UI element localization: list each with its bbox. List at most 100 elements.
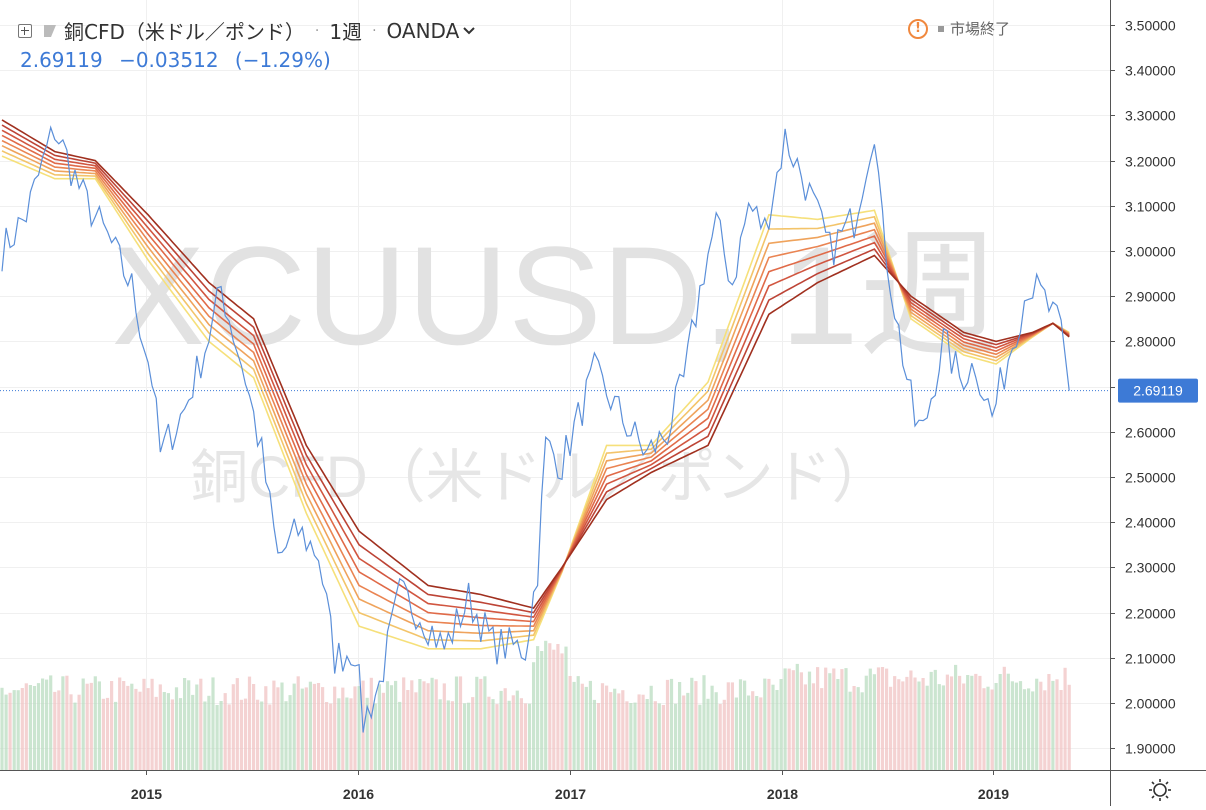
- volume-bar: [998, 674, 1002, 770]
- y-axis: 1.90000 2.00000 2.10000 2.20000 2.30000 2.400…: [1110, 18, 1176, 757]
- volume-bar: [637, 694, 641, 770]
- volume-bar: [16, 690, 20, 770]
- volume-bar: [913, 677, 917, 770]
- flag-icon[interactable]: [42, 23, 58, 39]
- volume-bar: [49, 675, 53, 770]
- volume-bar: [503, 688, 507, 770]
- last-price-label: 2.69119: [1118, 378, 1198, 403]
- volume-bar: [341, 687, 345, 770]
- volume-bar: [889, 686, 893, 770]
- volume-bar: [1002, 666, 1006, 770]
- volume-bar: [357, 686, 361, 770]
- volume-bar: [1035, 678, 1039, 770]
- last-price: 2.69119: [20, 48, 103, 72]
- chart-legend-header: 銅CFD（米ドル／ポンド） · 1週 · OANDA 2.69119 −0.03…: [0, 0, 1110, 80]
- volume-bar: [933, 669, 937, 770]
- warning-icon[interactable]: !: [907, 18, 928, 39]
- volume-bar: [669, 678, 674, 770]
- volume-bar: [661, 705, 665, 770]
- volume-bar: [438, 699, 442, 770]
- price-series: [1, 125, 1070, 733]
- volume-bar: [105, 697, 110, 770]
- volume-bar: [231, 684, 235, 770]
- volume-bar: [982, 688, 986, 770]
- volume-bar: [1027, 688, 1031, 770]
- volume-bar: [1010, 681, 1014, 770]
- volume-bar: [1039, 681, 1043, 770]
- volume-bar: [848, 691, 852, 770]
- volume-bar: [1018, 681, 1023, 770]
- y-tick-label: 2.90000: [1125, 289, 1176, 305]
- volume-bar: [840, 669, 844, 770]
- y-tick-label: 3.10000: [1125, 199, 1176, 215]
- volume-bar: [937, 684, 941, 770]
- volume-bar: [803, 684, 807, 770]
- volume-bar: [771, 684, 775, 770]
- volume-bar: [576, 676, 580, 770]
- y-tick-label: 3.50000: [1125, 18, 1176, 34]
- volume-bar: [479, 678, 483, 770]
- volume-bar: [714, 692, 718, 770]
- volume-bar: [832, 668, 836, 770]
- expand-icon[interactable]: [18, 23, 32, 38]
- market-status: 市場終了: [949, 20, 1010, 38]
- volume-bar: [974, 673, 978, 770]
- volume-bar: [154, 696, 158, 770]
- status-square-icon: [937, 25, 944, 32]
- volume-bar: [118, 677, 122, 770]
- volume-bar: [134, 688, 138, 770]
- volume-bar: [93, 676, 97, 770]
- y-tick-label: 3.30000: [1125, 108, 1176, 124]
- volume-bar: [349, 698, 353, 770]
- interval-label[interactable]: 1週: [329, 20, 363, 44]
- volume-bar: [674, 703, 678, 770]
- x-tick-label: 2015: [131, 786, 162, 802]
- volume-bar: [775, 690, 779, 770]
- volume-bar: [519, 698, 523, 770]
- moving-average-ribbon: [1, 119, 1070, 650]
- volume-bar: [665, 679, 670, 770]
- volume-bar: [414, 692, 418, 770]
- volume-bar: [682, 695, 686, 770]
- volume-bar: [41, 678, 45, 770]
- volume-bar: [256, 699, 260, 770]
- volume-bar: [860, 692, 864, 770]
- volume-bar: [791, 670, 795, 770]
- volume-bar: [1067, 684, 1071, 770]
- volume-bar: [609, 692, 613, 770]
- volume-bar: [61, 676, 65, 770]
- volume-bar: [183, 678, 187, 770]
- y-tick-label: 3.20000: [1125, 154, 1176, 170]
- volume-bar: [929, 671, 933, 770]
- volume-bar: [1006, 673, 1010, 770]
- broker-dropdown[interactable]: OANDA: [387, 19, 476, 43]
- x-tick-label: 2018: [767, 786, 798, 802]
- volume-bar: [227, 704, 231, 770]
- volume-bar: [876, 667, 881, 770]
- volume-bar: [142, 678, 146, 770]
- volume-bar: [170, 699, 174, 770]
- volume-bar: [966, 675, 970, 770]
- ma-line-4: [1, 139, 1070, 628]
- volume-bar: [122, 681, 126, 770]
- volume-bar: [130, 683, 134, 770]
- volume-bar: [560, 653, 564, 770]
- volume-bar: [893, 676, 897, 770]
- volume-bar: [962, 683, 966, 770]
- volume-bar: [101, 698, 105, 770]
- volume-bar: [235, 678, 239, 770]
- volume-bar: [657, 703, 661, 770]
- volume-bar: [507, 700, 511, 770]
- volume-bar: [548, 643, 552, 770]
- settings-icon[interactable]: [1149, 779, 1171, 801]
- volume-bar: [199, 678, 203, 770]
- volume-bar: [223, 693, 227, 770]
- volume-bar: [734, 697, 738, 770]
- ma-line-5: [1, 134, 1070, 623]
- volume-bar: [280, 682, 284, 770]
- volume-bar: [45, 679, 49, 770]
- volume-bar: [81, 678, 85, 770]
- volume-bar: [321, 687, 325, 770]
